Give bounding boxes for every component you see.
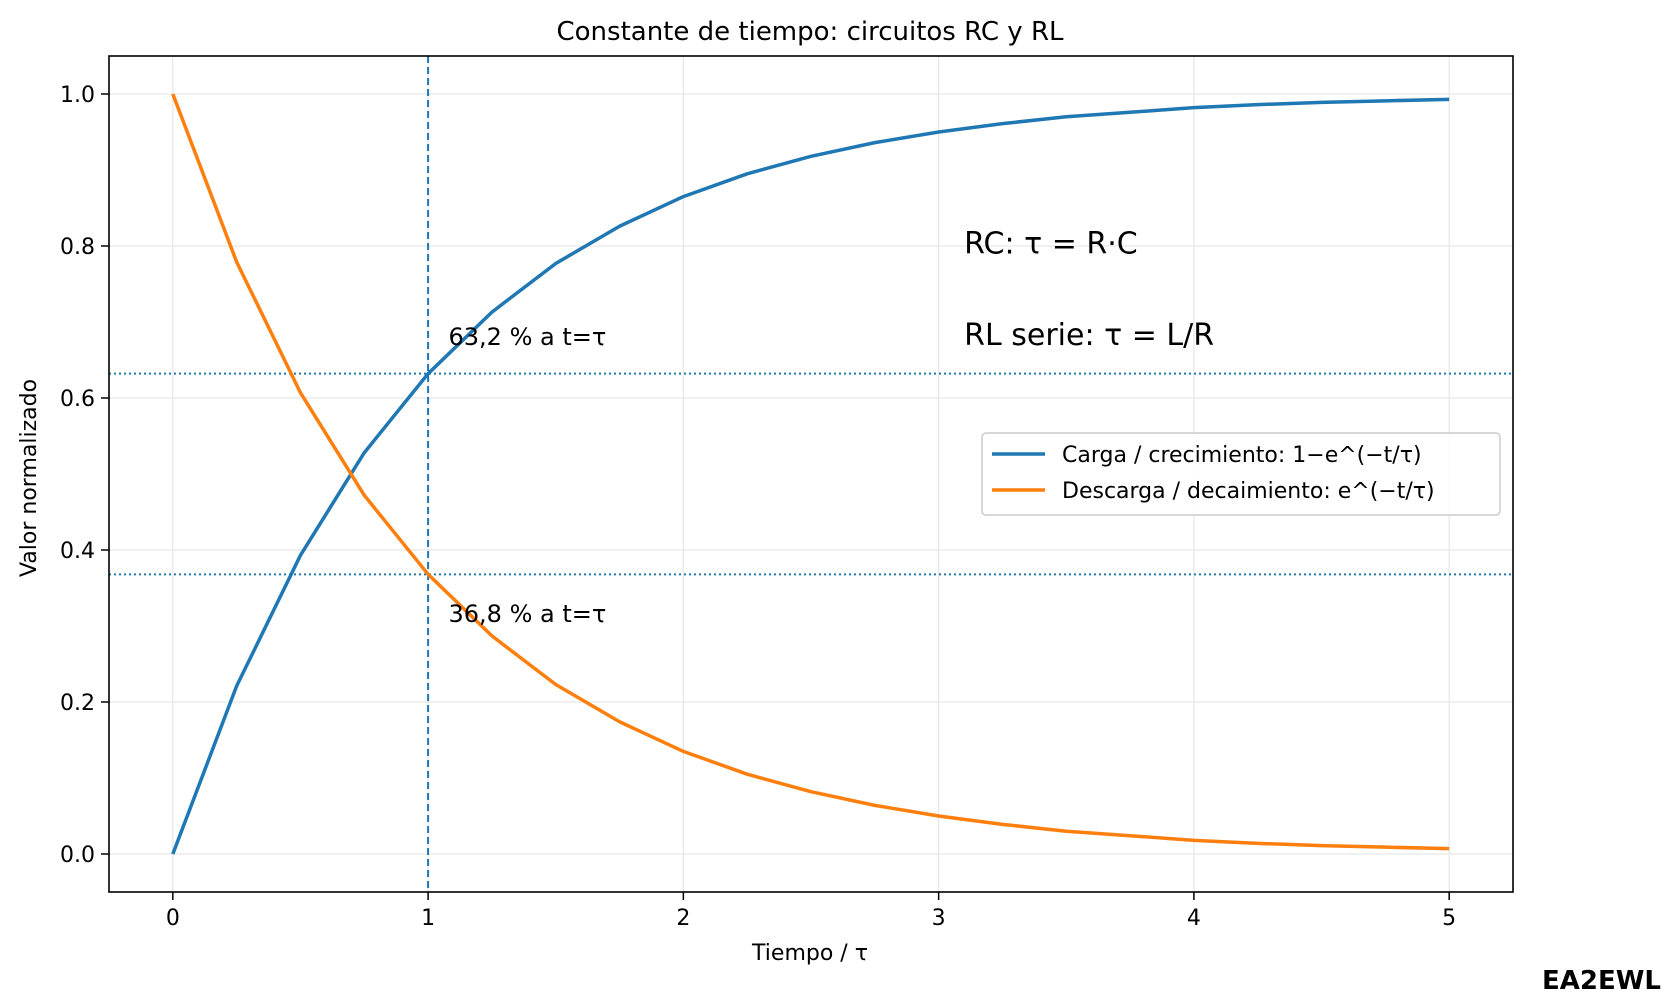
x-tick-label: 2 — [676, 906, 690, 931]
plot-frame — [108, 55, 1514, 893]
y-tick-label: 0.6 — [60, 387, 95, 412]
y-tick-label: 0.0 — [60, 843, 95, 868]
watermark: EA2EWL — [1542, 966, 1661, 996]
legend: Carga / crecimiento: 1−e^(−t/τ) Descarga… — [981, 432, 1501, 516]
y-tick-label: 1.0 — [60, 83, 95, 108]
ticks: 0 1 2 3 4 5 0.0 0.2 0.4 0.6 0.8 1.0 — [60, 83, 1456, 931]
annotation-text: 63,2 % a t=τ — [449, 323, 607, 351]
chart-title: Constante de tiempo: circuitos RC y RL — [556, 17, 1064, 47]
series-line-descarga — [171, 93, 1450, 851]
x-tick-label: 5 — [1442, 906, 1456, 931]
x-axis-label: Tiempo / τ — [751, 941, 868, 966]
y-tick-label: 0.2 — [60, 691, 95, 716]
legend-label-carga: Carga / crecimiento: 1−e^(−t/τ) — [1062, 443, 1422, 468]
y-tick-label: 0.8 — [60, 235, 95, 260]
legend-box — [981, 432, 1501, 516]
annotation-text: RC: τ = R·C — [964, 227, 1138, 262]
x-tick-label: 0 — [166, 906, 180, 931]
reference-lines — [109, 56, 1513, 892]
annotation-text: 36,8 % a t=τ — [449, 600, 607, 628]
series — [171, 93, 1450, 855]
y-tick-label: 0.4 — [60, 539, 95, 564]
y-axis-label: Valor normalizado — [17, 379, 42, 577]
x-tick-label: 1 — [421, 906, 435, 931]
x-tick-label: 3 — [932, 906, 946, 931]
x-tick-label: 4 — [1187, 906, 1201, 931]
legend-label-descarga: Descarga / decaimiento: e^(−t/τ) — [1062, 479, 1435, 504]
annotations: 63,2 % a t=τ 36,8 % a t=τ RC: τ = R·C RL se… — [449, 227, 1215, 629]
series-line-carga — [171, 97, 1450, 855]
annotation-text: RL serie: τ = L/R — [964, 318, 1214, 353]
